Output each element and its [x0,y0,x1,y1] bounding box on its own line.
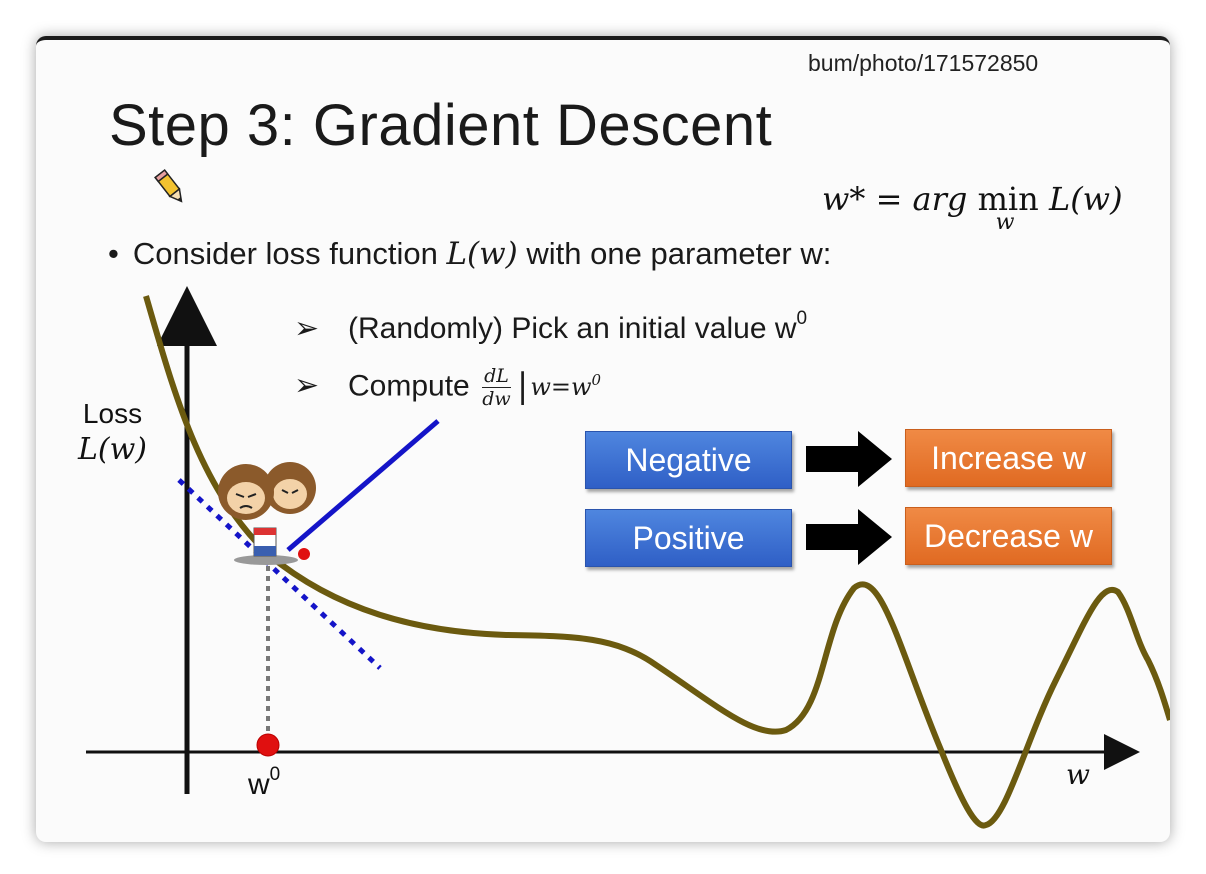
positive-box: Positive [585,509,792,567]
bullet-consider-loss: • Consider loss function L(w) with one pa… [108,236,831,272]
formula-min-subscript: w [995,210,1015,235]
step-compute-text: Compute [348,369,479,403]
step-pick-initial: ➢ (Randomly) Pick an initial value w0 [294,308,807,346]
bullet-dot: • [108,236,119,271]
bullet-text-post: with one parameter w: [517,236,832,271]
right-arrow-icon [806,431,892,487]
url-fragment: bum/photo/171572850 [808,50,1039,76]
slide-window: bum/photo/171572850 Step 3: Gradient Des… [36,36,1170,842]
derivative-fraction: dL dw [482,365,511,410]
bullet-text-pre: Consider loss function [132,236,447,271]
decrease-w-box: Decrease w [905,507,1112,565]
bullet-math: L(w) [446,236,518,272]
loss-curve [143,295,1170,829]
argmin-formula: w* = arg min w L(w) [822,180,1123,235]
y-axis-label-line2: L(w) [78,432,148,467]
increase-w-box: Increase w [905,429,1112,487]
evaluation-bar: |w=w0 [516,366,602,407]
w0-label: w0 [248,764,281,801]
step-pick-sup: 0 [796,308,808,329]
y-axis-label: Loss L(w) [78,396,147,468]
formula-rhs: L(w) [1038,180,1123,218]
step-pick-text: (Randomly) Pick an initial value w [348,312,797,345]
y-axis-label-line1: Loss [82,398,143,429]
slide-title: Step 3: Gradient Descent [109,93,773,158]
loss-curve-diagram [86,286,1170,829]
formula-lhs: w* = arg [822,180,978,218]
right-arrow-icon [806,509,892,565]
arrowhead-bullet-icon: ➢ [294,312,320,345]
slide: bum/photo/171572850 Step 3: Gradient Des… [36,40,1170,842]
negative-box: Negative [585,431,792,489]
w0-marker [256,733,280,757]
arrowhead-bullet-icon: ➢ [294,369,320,403]
slope-line [286,419,440,552]
monkey-character-icon [218,462,316,565]
formula-min: min w [977,180,1039,235]
x-axis-label: w [1066,758,1090,791]
pencil-cursor-icon [154,169,183,203]
step-compute-derivative: ➢ Compute dL dw |w=w0 [294,365,601,410]
